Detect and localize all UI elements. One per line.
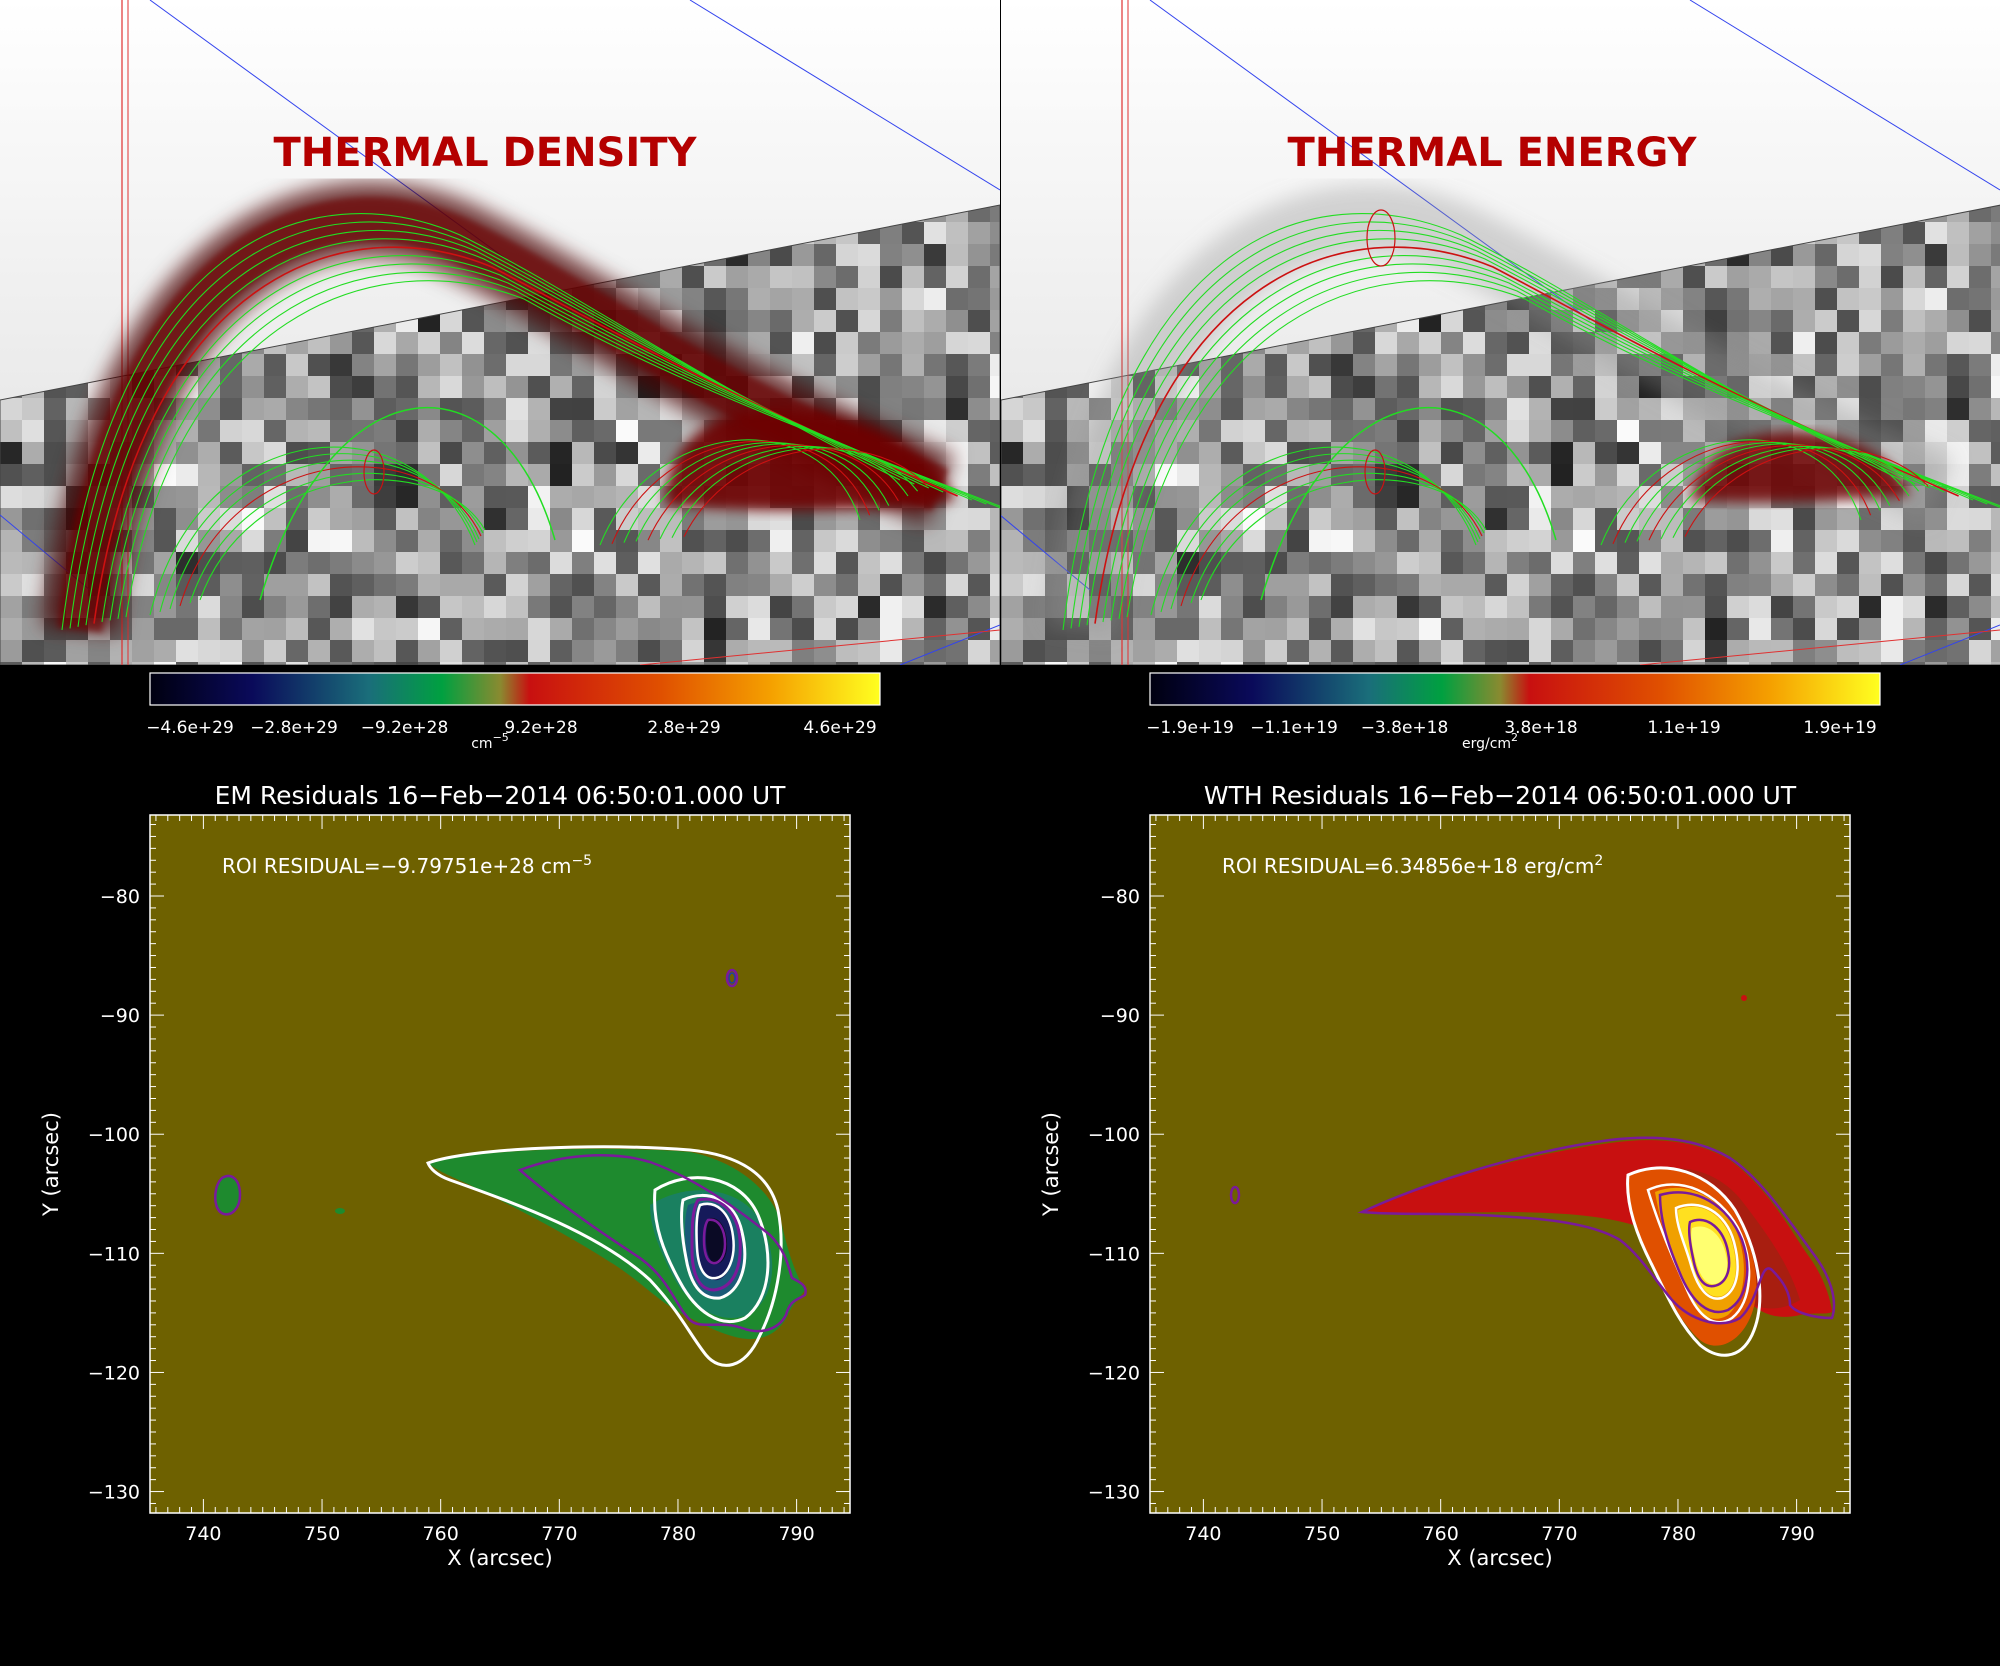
y-tick-label: −110 [1088,1243,1140,1265]
colorbar-tick-label: 2.8e+29 [647,718,720,738]
colorbar-tick-label: −3.8e+18 [1361,718,1449,738]
y-tick-label: −80 [100,886,140,908]
y-tick-label: −130 [88,1482,140,1504]
y-tick-label: −130 [1088,1482,1140,1504]
residual-map [1229,995,1836,1357]
x-tick-label: 780 [1660,1523,1696,1545]
y-axis-label: Y (arcsec) [1039,1112,1063,1217]
em-residuals-plot: EM Residuals 16−Feb−2014 06:50:01.000 UT [39,781,851,1570]
y-tick-label: −100 [88,1124,140,1146]
colorbar-wth-gradient [1149,672,1881,706]
colorbar-em-unit: cm−5 [471,731,509,752]
x-axis-label: X (arcsec) [1447,1546,1552,1570]
colorbar-tick-label: −1.1e+19 [1250,718,1338,738]
colorbar-em-gradient [149,672,881,706]
residual-map [214,968,807,1367]
roi-residual-label: ROI RESIDUAL=6.34856e+18 erg/cm2 [1222,853,1603,878]
wth-residuals-plot: WTH Residuals 16−Feb−2014 06:50:01.000 U… [1039,781,1851,1570]
field-lines [1062,209,2000,631]
y-tick-label: −120 [88,1362,140,1384]
x-tick-label: 780 [660,1523,696,1545]
y-axis-label: Y (arcsec) [39,1112,63,1217]
field-lines [61,213,1000,631]
x-tick-label: 750 [304,1523,340,1545]
colorbar-tick-label: −4.6e+29 [146,718,234,738]
y-tick-label: −100 [1088,1124,1140,1146]
y-tick-label: −120 [1088,1362,1140,1384]
plot-title: WTH Residuals 16−Feb−2014 06:50:01.000 U… [1204,781,1797,810]
y-tick-label: −110 [88,1243,140,1265]
x-tick-label: 770 [1541,1523,1577,1545]
colorbar-em: −4.6e+29 −2.8e+29 −9.2e+28 9.2e+28 2.8e+29 4.… [146,672,881,752]
x-tick-label: 760 [1423,1523,1459,1545]
thermal-energy-3d-panel: THERMAL ENERGY [1001,0,2000,665]
x-tick-label: 740 [1185,1523,1221,1545]
thermal-density-3d-panel: THERMAL DENSITY [0,0,1000,665]
y-tick-label: −90 [1100,1005,1140,1027]
colorbar-ticks: −1.9e+19 −1.1e+19 −3.8e+18 3.8e+18 1.1e+19 1.… [1146,718,1877,738]
axes: 740 750 760 770 780 790 −80 −90 −100 −110 −120 −130 [88,815,850,1545]
x-tick-label: 750 [1304,1523,1340,1545]
colorbar-ticks: −4.6e+29 −2.8e+29 −9.2e+28 9.2e+28 2.8e+29 4.… [146,718,877,738]
colorbar-tick-label: 1.1e+19 [1647,718,1720,738]
colorbar-wth-unit: erg/cm2 [1462,731,1518,752]
y-tick-label: −90 [100,1005,140,1027]
colorbar-tick-label: 9.2e+28 [504,718,577,738]
x-axis-label: X (arcsec) [447,1546,552,1570]
colorbar-tick-label: 3.8e+18 [1504,718,1577,738]
roi-residual-label: ROI RESIDUAL=−9.79751e+28 cm−5 [222,853,592,878]
x-tick-label: 760 [423,1523,459,1545]
panel-title-3d: THERMAL DENSITY [273,130,697,176]
panel-title-3d: THERMAL ENERGY [1288,130,1698,176]
colorbar-wth: −1.9e+19 −1.1e+19 −3.8e+18 3.8e+18 1.1e+19 1.… [1146,672,1881,752]
x-tick-label: 740 [185,1523,221,1545]
colorbar-tick-label: −1.9e+19 [1146,718,1234,738]
x-tick-label: 790 [778,1523,814,1545]
x-tick-label: 770 [541,1523,577,1545]
axes: 740 750 760 770 780 790 −80 −90 −100 −110 −120 −130 [1088,815,1850,1545]
colorbar-tick-label: −9.2e+28 [361,718,449,738]
x-tick-label: 790 [1778,1523,1814,1545]
y-tick-label: −80 [1100,886,1140,908]
colorbar-tick-label: −2.8e+29 [250,718,338,738]
plot-title: EM Residuals 16−Feb−2014 06:50:01.000 UT [215,781,787,810]
colorbar-tick-label: 1.9e+19 [1803,718,1876,738]
colorbar-tick-label: 4.6e+29 [803,718,876,738]
